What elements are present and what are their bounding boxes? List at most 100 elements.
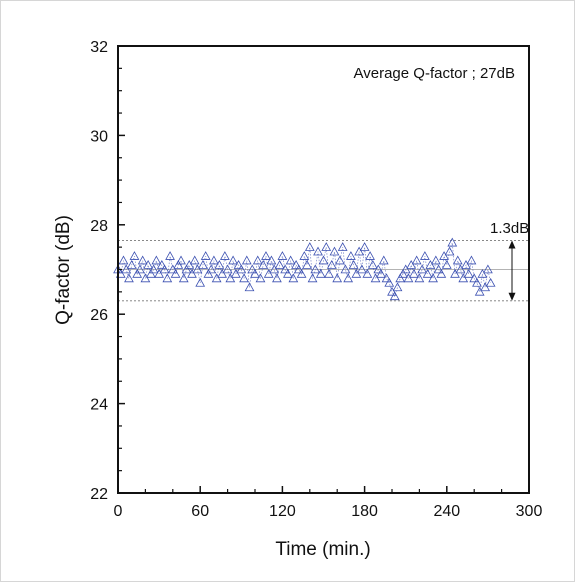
data-point [417, 264, 428, 274]
data-point [313, 246, 323, 256]
data-point [162, 273, 173, 283]
ticks [117, 45, 530, 494]
data-point [329, 246, 340, 256]
data-point [315, 268, 326, 278]
data-point [203, 268, 214, 278]
data-point [154, 268, 164, 278]
data-point [474, 286, 485, 296]
x-tick-label: 0 [114, 503, 123, 520]
data-point [480, 282, 491, 292]
data-point [346, 251, 356, 260]
data-point [444, 246, 455, 256]
data-point [299, 251, 310, 260]
data-point [340, 264, 351, 274]
spread-arrow [508, 240, 516, 301]
data-point [367, 260, 378, 269]
data-point [310, 264, 321, 274]
data-point [283, 268, 293, 278]
y-tick-label: 26 [90, 307, 108, 324]
data-point [173, 260, 184, 269]
data-point [439, 251, 449, 260]
tick-labels: 0 60 120 180 240 300 22 24 26 28 30 32 [90, 39, 542, 520]
spread-annotation: 1.3dB [490, 220, 529, 237]
data-point [189, 255, 200, 265]
data-point [118, 255, 129, 265]
data-point [477, 268, 488, 278]
data-point [351, 268, 362, 278]
data-point [420, 251, 430, 260]
data-point [332, 273, 343, 283]
y-tick-label: 28 [90, 218, 108, 235]
data-point [398, 268, 408, 278]
data-point [124, 273, 134, 283]
data-point [304, 242, 315, 251]
y-tick-label: 32 [90, 39, 108, 56]
x-axis-title: Time (min.) [275, 539, 370, 560]
data-point [258, 260, 269, 269]
data-point [151, 255, 162, 265]
data-point [225, 273, 236, 283]
data-point [293, 264, 304, 274]
data-point [318, 255, 329, 265]
data-points [113, 237, 496, 301]
data-point [178, 273, 189, 283]
data-point [280, 264, 291, 274]
y-tick-label: 24 [90, 397, 108, 414]
data-point [137, 255, 148, 265]
data-point [403, 273, 414, 283]
data-point [198, 260, 208, 269]
data-point [354, 246, 364, 256]
data-point [365, 251, 375, 260]
data-point [362, 268, 373, 278]
data-point [335, 255, 345, 265]
data-point [356, 264, 367, 274]
data-point [222, 264, 233, 274]
data-point [181, 264, 192, 274]
data-point [247, 264, 258, 274]
data-point [296, 268, 307, 278]
data-point [436, 268, 447, 278]
data-point [389, 291, 400, 301]
data-point [326, 260, 337, 269]
data-point [381, 273, 392, 283]
data-point [452, 255, 463, 265]
data-point [483, 264, 493, 274]
data-point [209, 255, 219, 265]
data-point [184, 260, 195, 269]
data-point [274, 260, 285, 269]
data-point [129, 251, 140, 260]
spread-arrow-head-down [508, 292, 516, 301]
data-point [159, 264, 170, 274]
data-point [378, 255, 389, 265]
data-point [461, 260, 471, 269]
data-point [126, 260, 137, 269]
data-point [233, 260, 244, 269]
data-point [241, 255, 252, 265]
data-point [214, 260, 225, 269]
data-point [376, 268, 386, 278]
data-point [348, 260, 359, 269]
data-point [195, 277, 206, 287]
data-point [400, 264, 411, 274]
data-point [414, 273, 425, 283]
data-point [277, 251, 288, 260]
data-point [288, 273, 299, 283]
data-point [230, 268, 241, 278]
data-point [430, 255, 441, 265]
data-point [244, 282, 255, 292]
data-point [250, 268, 260, 278]
data-point [239, 273, 249, 283]
data-point [406, 260, 417, 269]
reference-lines [118, 240, 529, 302]
data-point [302, 260, 312, 269]
data-point [359, 242, 370, 251]
data-point [373, 264, 384, 274]
data-point [140, 273, 151, 283]
data-point [343, 273, 354, 283]
data-point [148, 264, 159, 274]
data-point [192, 264, 203, 274]
x-tick-label: 240 [433, 503, 460, 520]
data-point [463, 268, 474, 278]
